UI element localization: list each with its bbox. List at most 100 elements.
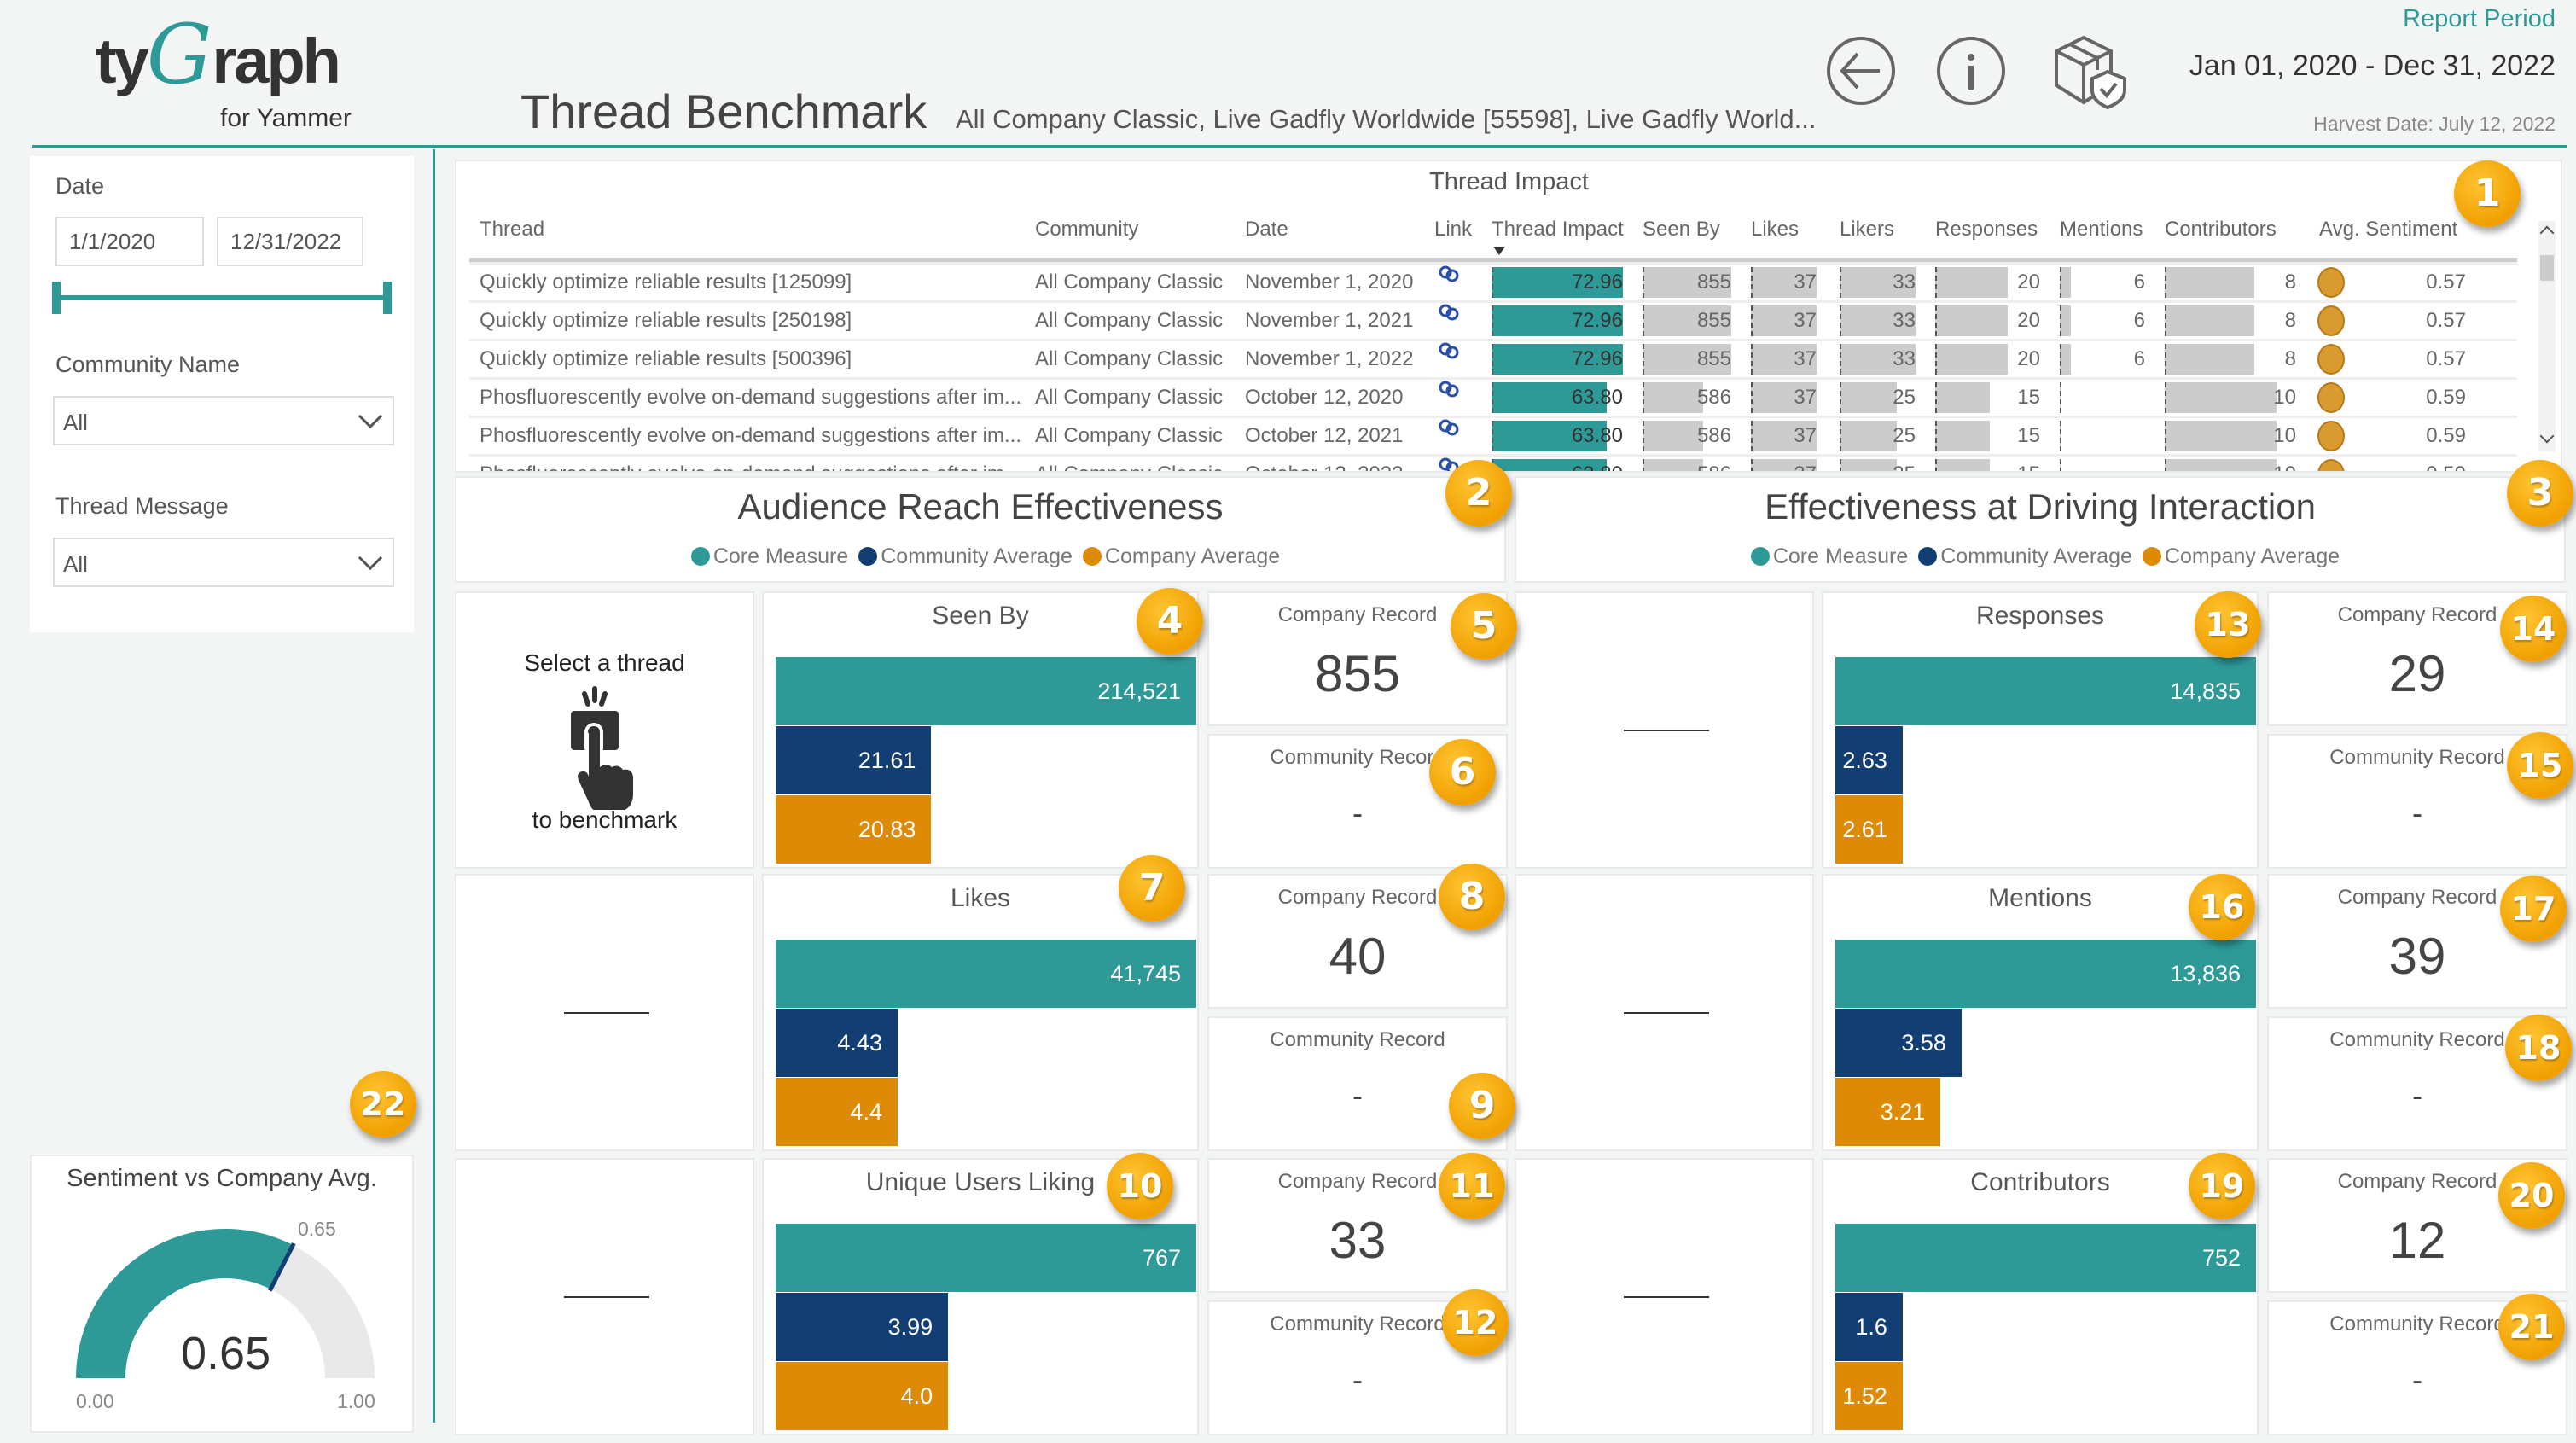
link-icon[interactable] bbox=[1436, 376, 1462, 412]
callout-badge: 22 bbox=[350, 1071, 416, 1138]
company-record-card: Company Record 40 bbox=[1207, 874, 1508, 1009]
link-icon[interactable] bbox=[1436, 415, 1462, 451]
column-header[interactable]: Seen By bbox=[1643, 218, 1720, 241]
community-average-bar: 2.63 bbox=[1835, 726, 1903, 794]
community-name-dropdown[interactable]: All bbox=[53, 396, 394, 445]
core-measure-bar: 14,835 bbox=[1835, 657, 2256, 725]
thread-impact-table: Thread Impact Thread Community Date Link Thr… bbox=[455, 160, 2562, 473]
date-range-slider[interactable] bbox=[52, 282, 392, 314]
link-icon[interactable] bbox=[1436, 338, 1462, 374]
table-row[interactable]: Phosfluorescently evolve on-demand sugge… bbox=[469, 416, 2517, 451]
placeholder-card bbox=[455, 874, 754, 1151]
table-row[interactable]: Quickly optimize reliable results [25019… bbox=[469, 300, 2517, 336]
responses-bar bbox=[1935, 267, 2008, 298]
impact-bar bbox=[1492, 305, 1623, 336]
community-cell: All Company Classic bbox=[1035, 457, 1223, 471]
column-header[interactable]: Contributors bbox=[2165, 218, 2277, 241]
legend: Core Measure Community Average Company Ave… bbox=[456, 544, 1504, 569]
column-header[interactable]: Community bbox=[1035, 218, 1139, 241]
legend-item: Community Average bbox=[881, 544, 1073, 568]
link-icon[interactable] bbox=[1436, 300, 1462, 335]
community-record-label: Community Record bbox=[2329, 746, 2505, 769]
callout-badge: 17 bbox=[2500, 876, 2567, 942]
core-measure-bar: 13,836 bbox=[1835, 940, 2256, 1008]
company-record-label: Company Record bbox=[2337, 886, 2497, 909]
thread-cell[interactable]: Phosfluorescently evolve on-demand sugge… bbox=[480, 457, 1021, 471]
contributors-cell: 8 bbox=[2284, 347, 2296, 370]
callout-badge: 18 bbox=[2505, 1015, 2572, 1081]
column-header[interactable]: Responses bbox=[1935, 218, 2038, 241]
table-row[interactable]: Quickly optimize reliable results [50039… bbox=[469, 339, 2517, 375]
column-header[interactable]: Likes bbox=[1751, 218, 1800, 241]
likers-cell: 25 bbox=[1893, 424, 1916, 447]
column-header[interactable]: Mentions bbox=[2060, 218, 2143, 241]
sentiment-dot bbox=[2317, 459, 2345, 471]
date-cell: November 1, 2022 bbox=[1245, 347, 1414, 370]
card-title: Responses bbox=[1975, 602, 2105, 630]
placeholder-text: to benchmark bbox=[532, 806, 677, 833]
slider-handle-start[interactable] bbox=[52, 282, 61, 314]
impact-bar bbox=[1492, 344, 1623, 375]
page-title: Thread Benchmark bbox=[520, 84, 927, 138]
table-row[interactable]: Phosfluorescently evolve on-demand sugge… bbox=[469, 454, 2517, 471]
callout-badge: 9 bbox=[1449, 1073, 1515, 1139]
likes-bar bbox=[1751, 267, 1817, 298]
secure-package-icon[interactable] bbox=[2048, 32, 2133, 113]
header-divider bbox=[469, 258, 2517, 262]
back-arrow-icon[interactable] bbox=[1827, 37, 1895, 105]
thread-cell[interactable]: Quickly optimize reliable results [25019… bbox=[480, 309, 852, 332]
placeholder-card bbox=[455, 1158, 754, 1435]
community-average-bar: 21.61 bbox=[776, 726, 932, 794]
callout-badge: 21 bbox=[2498, 1294, 2565, 1360]
seen_by-cell: 586 bbox=[1629, 457, 1731, 471]
date-label: Date bbox=[55, 173, 105, 199]
mentions-cell: 6 bbox=[2133, 347, 2145, 370]
date-start-input[interactable]: 1/1/2020 bbox=[55, 217, 204, 266]
likers-bar bbox=[1840, 459, 1898, 471]
community-record-label: Community Record bbox=[1270, 746, 1445, 769]
info-icon[interactable] bbox=[1937, 37, 2005, 105]
bar-chart-card: Contributors 752 1.6 1.52 bbox=[1822, 1158, 2259, 1435]
seen_by-cell: 855 bbox=[1696, 271, 1731, 294]
company-record-label: Company Record bbox=[2337, 603, 2497, 626]
thread-cell[interactable]: Phosfluorescently evolve on-demand sugge… bbox=[480, 386, 1022, 409]
contributors-bar bbox=[2165, 344, 2254, 375]
column-header[interactable]: Likers bbox=[1840, 218, 1895, 241]
table-scrollbar[interactable] bbox=[2538, 221, 2556, 451]
contributors-bar bbox=[2165, 459, 2277, 471]
column-header[interactable]: Thread Impact bbox=[1492, 218, 1624, 241]
thread-message-dropdown[interactable]: All bbox=[53, 538, 394, 587]
scroll-down-icon[interactable] bbox=[2539, 428, 2555, 444]
table-row[interactable]: Quickly optimize reliable results [12509… bbox=[469, 262, 2517, 298]
table-row[interactable]: Phosfluorescently evolve on-demand sugge… bbox=[469, 377, 2517, 413]
scroll-up-icon[interactable] bbox=[2539, 225, 2555, 241]
scroll-thumb[interactable] bbox=[2540, 255, 2554, 281]
community-average-bar: 4.43 bbox=[776, 1009, 898, 1077]
sentiment-dot bbox=[2317, 421, 2345, 451]
likers-bar bbox=[1840, 382, 1898, 413]
link-icon[interactable] bbox=[1436, 261, 1462, 297]
sentiment-cell: 0.57 bbox=[2426, 309, 2466, 332]
mentions-bar bbox=[2060, 459, 2061, 471]
thread-cell[interactable]: Quickly optimize reliable results [12509… bbox=[480, 271, 852, 294]
likes-bar bbox=[1751, 344, 1817, 375]
card-title: Likes bbox=[950, 884, 1011, 912]
company-average-bar: 4.4 bbox=[776, 1078, 898, 1146]
column-header[interactable]: Link bbox=[1434, 218, 1473, 241]
gauge-target-marker bbox=[267, 1242, 296, 1292]
contributors-bar bbox=[2165, 305, 2254, 336]
sentiment-cell: 0.59 bbox=[2364, 457, 2466, 471]
sort-desc-icon[interactable] bbox=[1493, 247, 1505, 255]
report-period-label: Report Period bbox=[2403, 5, 2556, 32]
date-end-input[interactable]: 12/31/2022 bbox=[217, 217, 363, 266]
column-header[interactable]: Thread bbox=[480, 218, 545, 241]
likes-bar bbox=[1751, 382, 1817, 413]
thread-cell[interactable]: Phosfluorescently evolve on-demand sugge… bbox=[480, 424, 1022, 447]
column-header[interactable]: Avg. Sentiment bbox=[2319, 218, 2458, 241]
impact-cell: 63.80 bbox=[1521, 457, 1623, 471]
likers-cell: 33 bbox=[1893, 309, 1916, 332]
slider-handle-end[interactable] bbox=[383, 282, 392, 314]
mentions-bar bbox=[2060, 382, 2061, 413]
thread-cell[interactable]: Quickly optimize reliable results [50039… bbox=[480, 347, 852, 370]
column-header[interactable]: Date bbox=[1245, 218, 1288, 241]
